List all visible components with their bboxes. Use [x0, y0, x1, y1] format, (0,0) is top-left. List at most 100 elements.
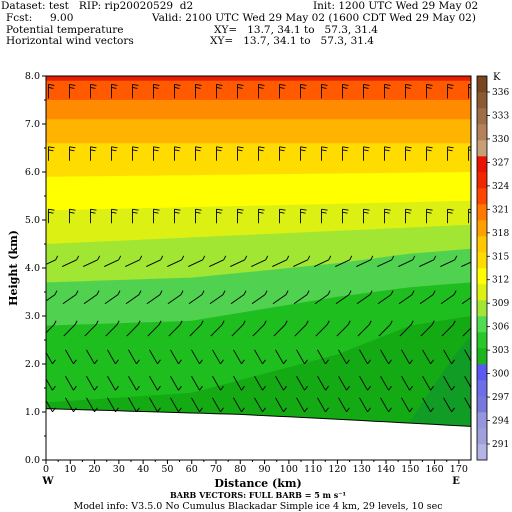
wind-barb — [419, 290, 436, 305]
x-tick-label: 0 — [43, 464, 49, 475]
wind-barb — [170, 349, 182, 365]
colorbar-swatch — [477, 428, 487, 445]
wind-barb — [443, 349, 455, 365]
x-tick-label: 140 — [377, 464, 395, 475]
wind-barb — [377, 255, 395, 267]
wind-barb — [233, 349, 245, 365]
wind-barb — [293, 255, 311, 267]
wind-barb — [405, 208, 412, 224]
x-tick-label: 150 — [401, 464, 419, 475]
wind-barb — [356, 290, 373, 305]
wind-barb — [147, 320, 162, 337]
wind-barb — [275, 397, 287, 413]
colorbar-label: 318 — [492, 229, 509, 239]
wind-barb — [46, 320, 57, 334]
wind-barb — [294, 320, 309, 337]
wind-barb — [420, 320, 435, 337]
wind-barb — [468, 208, 471, 224]
colorbar-label: 315 — [492, 252, 509, 262]
colorbar-label: 303 — [492, 346, 509, 356]
wind-barb — [464, 349, 471, 362]
wind-barb — [363, 146, 370, 161]
wind-barb — [126, 320, 141, 337]
wind-barb — [275, 349, 287, 365]
wind-barb — [46, 255, 59, 265]
wind-barb — [62, 290, 79, 305]
wind-barb — [107, 349, 119, 365]
wind-barb — [86, 349, 98, 365]
wind-barb — [321, 208, 328, 224]
model-info-line: Model info: V3.5.0 No Cumulus Blackadar … — [73, 501, 442, 512]
wind-barb — [149, 397, 161, 413]
x-tick-label: 160 — [426, 464, 444, 475]
wind-barb — [84, 320, 99, 337]
colorbar-swatch — [477, 220, 487, 237]
wind-barb — [300, 146, 307, 161]
wind-barb — [128, 349, 140, 365]
wind-barb — [230, 290, 247, 305]
x-tick-label: 110 — [304, 464, 322, 475]
wind-barb — [149, 375, 161, 391]
wind-barb — [61, 255, 80, 267]
wind-barb — [258, 83, 265, 99]
wind-barb — [272, 290, 289, 305]
colorbar-swatch — [477, 284, 487, 301]
colorbar-swatch — [477, 92, 487, 109]
wind-barb — [338, 349, 350, 365]
wind-barb — [65, 397, 77, 413]
colorbar-swatch — [477, 396, 487, 413]
wind-barb — [338, 375, 350, 391]
fcst-label: Fcst: — [6, 12, 33, 24]
colorbar-unit: K — [493, 72, 501, 83]
wind-barb — [170, 375, 182, 391]
x-axis-label: Distance (km) — [214, 477, 301, 490]
x-tick-label: 130 — [353, 464, 371, 475]
colorbar-label: 309 — [492, 299, 509, 309]
wind-barb — [401, 397, 413, 413]
field1-label: Potential temperature — [6, 24, 124, 36]
wind-barb — [46, 351, 56, 365]
colorbar-swatch — [477, 348, 487, 365]
fcst-value: 9.00 — [50, 12, 74, 24]
wind-barb — [167, 290, 184, 305]
wind-barb — [363, 83, 370, 99]
wind-barb — [252, 320, 267, 337]
wind-barb — [468, 146, 471, 161]
wind-barb — [272, 255, 290, 267]
y-tick-label: 5.0 — [25, 215, 40, 226]
colorbar-swatch — [477, 188, 487, 205]
wind-barb — [68, 146, 76, 161]
wind-barb-layer — [46, 83, 471, 413]
wind-barb — [233, 375, 245, 391]
wind-barb — [47, 146, 55, 161]
wind-barb — [132, 83, 139, 99]
wind-barb — [273, 320, 288, 337]
y-tick-label: 6.0 — [25, 167, 40, 178]
wind-barb — [275, 375, 287, 391]
wind-barb — [209, 290, 226, 305]
wind-barb — [63, 320, 78, 337]
wind-barb — [443, 397, 455, 413]
wind-barb — [401, 349, 413, 365]
wind-barb — [422, 349, 434, 365]
wind-barb — [314, 255, 332, 267]
wind-barb — [146, 290, 163, 305]
wind-barb — [125, 290, 142, 305]
wind-barb — [170, 397, 182, 413]
y-tick-label: 7.0 — [25, 119, 40, 130]
colorbar-swatch — [477, 140, 487, 157]
wind-barb — [195, 83, 202, 99]
wind-barb — [191, 349, 203, 365]
wind-barb — [216, 83, 223, 99]
wind-barb — [300, 208, 307, 224]
colorbar-frame — [476, 75, 488, 461]
wind-barb — [293, 290, 310, 305]
terrain-layer — [46, 408, 471, 460]
init-line: Init: 1200 UTC Wed 29 May 02 — [313, 0, 479, 12]
wind-barb — [212, 397, 224, 413]
colorbar-swatch — [477, 252, 487, 269]
wind-barb — [216, 146, 223, 161]
colorbar-swatch — [477, 364, 487, 381]
y-tick-label: 1.0 — [25, 407, 40, 418]
wind-barb — [216, 208, 223, 224]
